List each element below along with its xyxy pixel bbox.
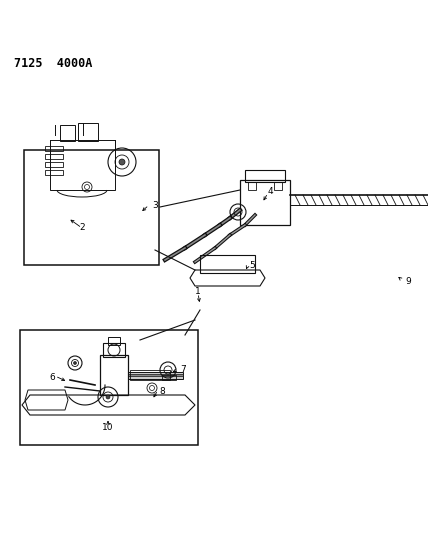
Bar (50, 140, 115, 190)
Bar (103, 343, 125, 357)
Bar (240, 180, 290, 225)
Bar (60, 125, 75, 141)
Text: 8: 8 (159, 387, 165, 397)
Text: 10: 10 (102, 424, 114, 432)
Text: 7125  4000A: 7125 4000A (14, 57, 92, 70)
Bar (78, 123, 98, 141)
Text: 1: 1 (195, 287, 201, 296)
Bar (245, 170, 285, 182)
Bar (162, 375, 176, 380)
Text: 5: 5 (249, 261, 255, 270)
Bar (100, 355, 128, 395)
Circle shape (106, 395, 110, 399)
Bar (274, 182, 282, 190)
Text: 7: 7 (180, 366, 186, 375)
Text: 4: 4 (267, 188, 273, 197)
FancyArrow shape (128, 374, 183, 376)
Bar (24, 150, 159, 265)
Bar (45, 162, 63, 167)
Circle shape (74, 361, 77, 365)
Bar (108, 337, 120, 345)
Bar (130, 370, 170, 380)
Bar (45, 154, 63, 159)
Bar (45, 170, 63, 175)
Text: 6: 6 (49, 374, 55, 383)
Bar (248, 182, 256, 190)
Text: 3: 3 (152, 200, 158, 209)
Bar (20, 330, 198, 445)
Bar (200, 255, 255, 273)
FancyArrow shape (128, 372, 183, 378)
Text: 9: 9 (405, 278, 411, 287)
Bar (45, 146, 63, 151)
Text: 2: 2 (79, 223, 85, 232)
Circle shape (119, 159, 125, 165)
